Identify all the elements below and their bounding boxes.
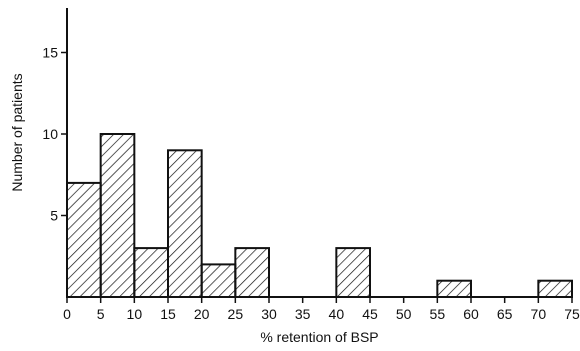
x-tick-label: 50 [396, 306, 412, 322]
x-tick-label: 30 [261, 306, 277, 322]
histogram-bars [66, 133, 573, 299]
y-tick-label: 5 [50, 208, 58, 224]
x-tick-label: 65 [497, 306, 513, 322]
x-tick-label: 25 [228, 306, 244, 322]
y-tick-label: 10 [42, 126, 58, 142]
x-tick-label: 45 [362, 306, 378, 322]
histogram-bar-55-60 [436, 279, 473, 299]
histogram-bar-10-15 [133, 247, 169, 299]
x-tick-label: 20 [194, 306, 210, 322]
x-tick-label: 5 [97, 306, 105, 322]
histogram-bar-5-10 [99, 133, 136, 298]
y-axis-label: Number of patients [9, 73, 25, 191]
histogram-bar-0-5 [66, 181, 102, 298]
x-tick-label: 35 [295, 306, 311, 322]
x-tick-label: 15 [160, 306, 176, 322]
x-tick-label: 60 [463, 306, 479, 322]
histogram-bar-40-45 [335, 247, 372, 299]
histogram-bar-20-25 [200, 263, 237, 298]
x-tick-label: 0 [63, 306, 71, 322]
histogram-bar-25-30 [234, 247, 270, 299]
x-tick-label: 55 [430, 306, 446, 322]
y-tick-label: 15 [42, 45, 58, 61]
x-axis-label: % retention of BSP [260, 329, 378, 345]
x-tick-label: 75 [564, 306, 580, 322]
x-tick-label: 70 [531, 306, 547, 322]
histogram-bar-70-75 [537, 279, 573, 299]
x-tick-label: 10 [127, 306, 143, 322]
x-tick-label: 40 [329, 306, 345, 322]
histogram-bar-15-20 [167, 149, 203, 298]
axis-ticks: 0 5 10 15 20 25 30 35 40 45 50 55 60 65 70 75 5 10 15 [42, 45, 580, 323]
